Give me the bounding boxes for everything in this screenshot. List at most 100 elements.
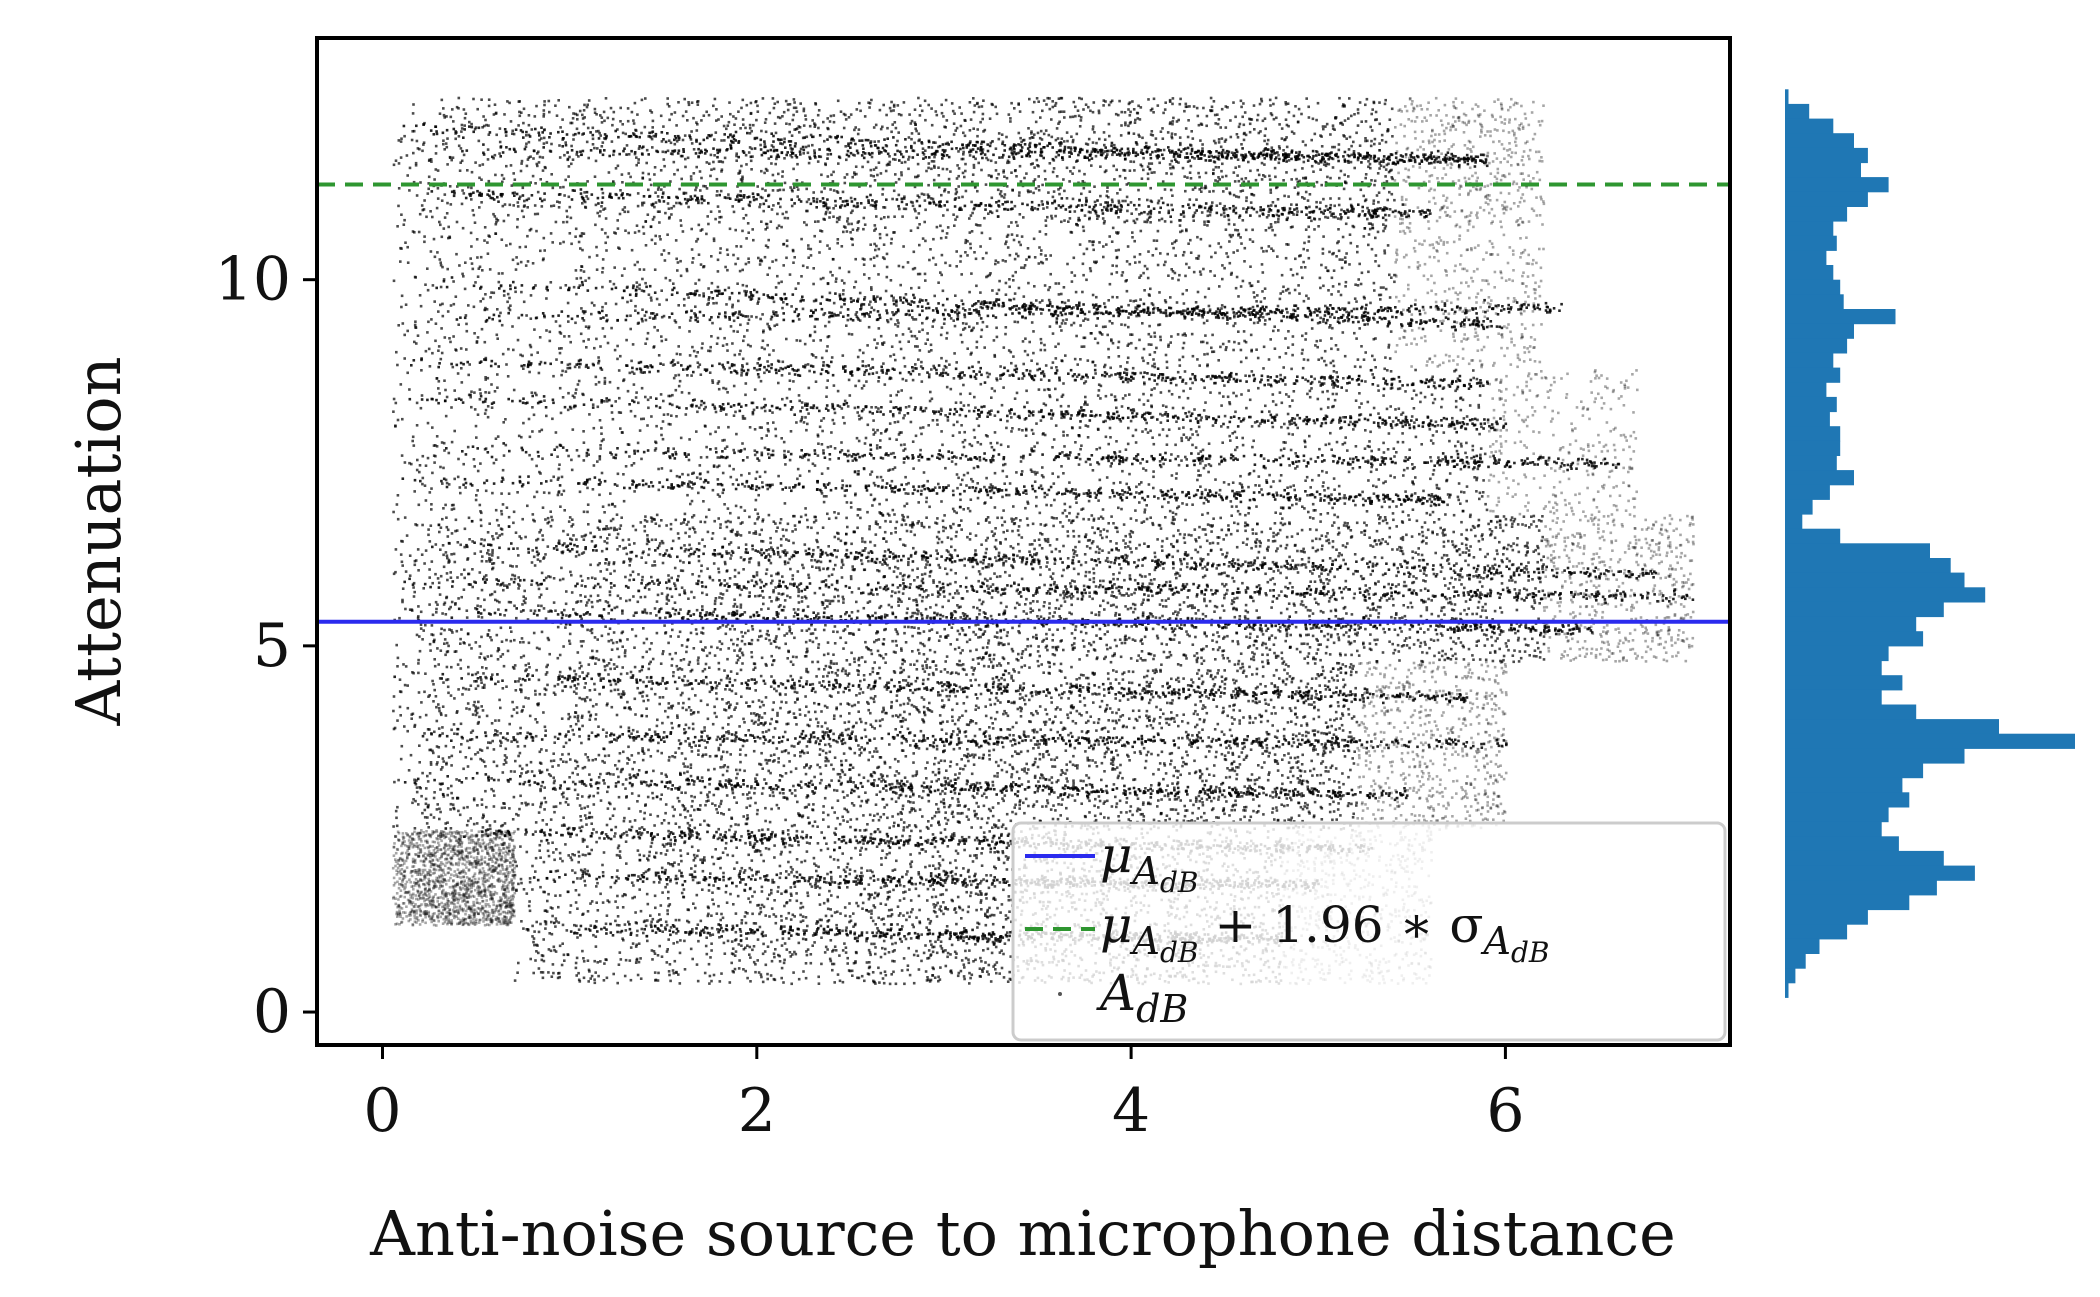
scatter-point xyxy=(1091,293,1095,297)
scatter-point xyxy=(1522,360,1526,363)
scatter-point xyxy=(581,117,585,120)
scatter-point xyxy=(1347,319,1350,323)
scatter-point xyxy=(1269,191,1273,194)
scatter-point xyxy=(1355,316,1359,319)
scatter-point xyxy=(1510,97,1513,101)
scatter-point xyxy=(1520,159,1524,162)
scatter-point xyxy=(433,461,436,464)
scatter-point xyxy=(1403,330,1407,333)
scatter-point xyxy=(1054,282,1058,285)
scatter-point xyxy=(762,330,765,334)
scatter-point xyxy=(579,269,583,272)
scatter-point xyxy=(714,131,718,134)
scatter-point xyxy=(841,190,845,194)
scatter-point xyxy=(725,248,729,252)
scatter-point xyxy=(1052,190,1056,193)
scatter-point xyxy=(662,249,666,252)
scatter-point xyxy=(1511,249,1515,253)
scatter-point xyxy=(1256,113,1260,117)
scatter-point xyxy=(1427,213,1430,216)
scatter-point xyxy=(1527,220,1531,223)
scatter-point xyxy=(1033,100,1036,104)
scatter-point xyxy=(1324,304,1327,308)
scatter-point xyxy=(690,227,693,231)
scatter-point xyxy=(723,314,727,317)
scatter-point xyxy=(785,239,789,242)
scatter-point xyxy=(1082,229,1086,233)
scatter-point xyxy=(719,247,722,250)
scatter-point xyxy=(1230,151,1234,154)
scatter-point xyxy=(1062,110,1066,113)
scatter-point xyxy=(472,97,475,101)
scatter-point xyxy=(1111,341,1115,345)
scatter-point xyxy=(902,207,906,211)
scatter-point xyxy=(776,212,779,216)
scatter-point xyxy=(686,156,690,160)
scatter-point xyxy=(424,283,427,286)
scatter-point xyxy=(1063,301,1067,305)
scatter-point xyxy=(1454,291,1457,295)
scatter-point xyxy=(1472,185,1475,189)
scatter-point xyxy=(857,128,861,131)
scatter-point xyxy=(1062,286,1066,289)
scatter-point xyxy=(853,173,856,176)
scatter-point xyxy=(1443,132,1447,136)
scatter-point xyxy=(650,137,654,141)
scatter-point xyxy=(1292,114,1296,118)
scatter-point xyxy=(1132,160,1136,164)
scatter-point xyxy=(1070,271,1074,274)
scatter-point xyxy=(1275,491,1278,495)
scatter-point xyxy=(1059,144,1062,147)
scatter-point xyxy=(1263,297,1266,300)
scatter-point xyxy=(1054,155,1058,159)
scatter-point xyxy=(1098,137,1101,141)
scatter-point xyxy=(690,101,694,104)
scatter-point xyxy=(930,146,934,149)
scatter-point xyxy=(662,158,666,161)
scatter-point xyxy=(1415,116,1419,119)
scatter-point xyxy=(1181,502,1184,505)
scatter-point xyxy=(1302,176,1305,180)
scatter-point xyxy=(651,126,654,129)
scatter-point xyxy=(1414,137,1417,140)
scatter-point xyxy=(694,355,698,358)
scatter-point xyxy=(543,128,546,131)
scatter-point xyxy=(1189,238,1192,242)
scatter-point xyxy=(1455,321,1459,324)
scatter-point xyxy=(728,366,731,370)
scatter-point xyxy=(1451,286,1455,290)
scatter-point xyxy=(1167,501,1170,504)
scatter-point xyxy=(656,329,659,332)
scatter-point xyxy=(527,197,531,200)
scatter-point xyxy=(619,354,622,358)
scatter-point xyxy=(849,196,853,200)
scatter-point xyxy=(1510,337,1513,341)
scatter-point xyxy=(695,186,698,189)
scatter-point xyxy=(1490,113,1494,117)
scatter-point xyxy=(1324,363,1328,367)
scatter-point xyxy=(895,334,898,337)
scatter-point xyxy=(1342,187,1346,191)
scatter-point xyxy=(1373,137,1377,141)
scatter-point xyxy=(1247,160,1250,164)
scatter-point xyxy=(883,206,887,209)
scatter-point xyxy=(1600,406,1604,410)
scatter-point xyxy=(440,351,444,355)
scatter-point xyxy=(1152,442,1156,446)
scatter-point xyxy=(1020,140,1023,144)
scatter-point xyxy=(907,155,911,159)
scatter-point xyxy=(410,138,414,142)
scatter-point xyxy=(784,99,788,103)
scatter-point xyxy=(664,338,668,341)
scatter-point xyxy=(1505,326,1509,330)
scatter-point xyxy=(400,305,403,309)
scatter-point xyxy=(1394,126,1397,129)
scatter-point xyxy=(1170,132,1174,135)
scatter-point xyxy=(1207,304,1211,308)
scatter-point xyxy=(1019,460,1023,463)
scatter-point xyxy=(1030,321,1034,324)
scatter-point xyxy=(610,140,614,143)
scatter-point xyxy=(1006,246,1010,249)
scatter-point xyxy=(1249,265,1252,268)
scatter-point xyxy=(1274,221,1277,224)
